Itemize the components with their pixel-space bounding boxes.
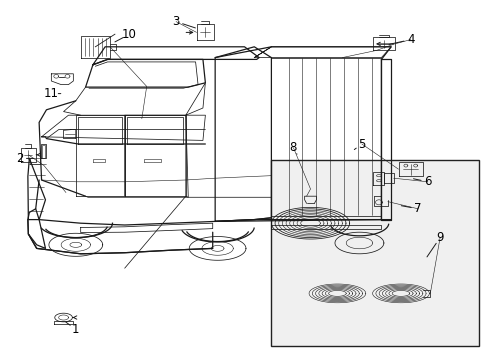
Text: 8: 8 <box>289 141 297 154</box>
Text: 5: 5 <box>357 138 365 150</box>
Text: 2: 2 <box>16 152 23 165</box>
Text: 11: 11 <box>44 87 59 100</box>
Bar <box>271 160 478 346</box>
Text: 10: 10 <box>122 28 137 41</box>
Text: 4: 4 <box>406 33 414 46</box>
Text: 6: 6 <box>423 175 431 188</box>
Text: 7: 7 <box>413 202 421 215</box>
Text: 9: 9 <box>435 231 443 244</box>
Text: 1: 1 <box>72 323 80 336</box>
Text: 3: 3 <box>172 15 180 28</box>
